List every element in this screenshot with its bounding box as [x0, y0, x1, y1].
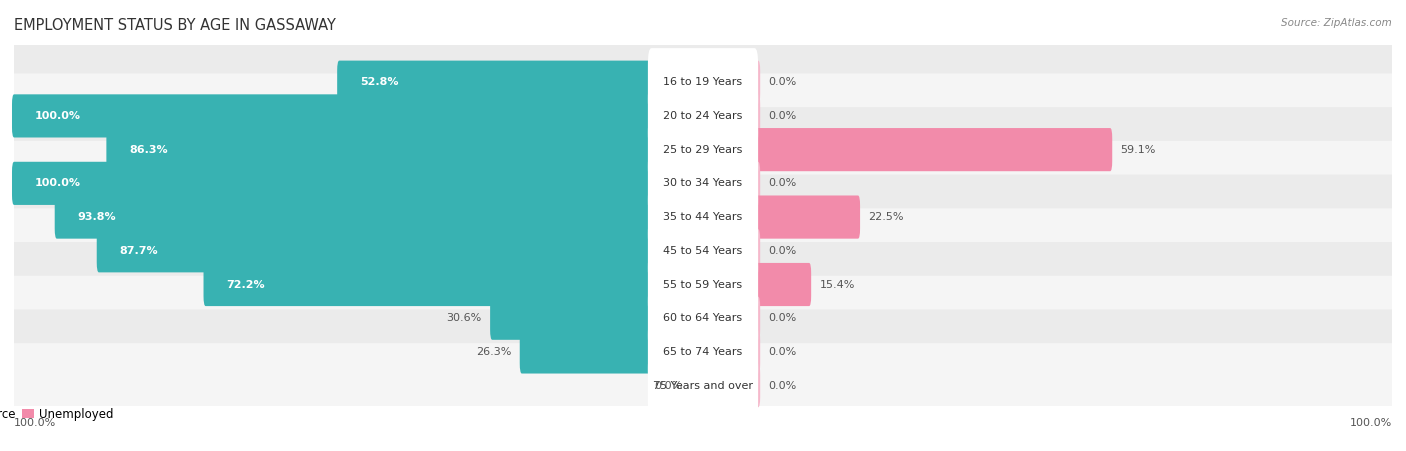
Text: EMPLOYMENT STATUS BY AGE IN GASSAWAY: EMPLOYMENT STATUS BY AGE IN GASSAWAY [14, 18, 336, 33]
FancyBboxPatch shape [648, 183, 758, 251]
Text: 25 to 29 Years: 25 to 29 Years [664, 145, 742, 155]
Text: 100.0%: 100.0% [35, 178, 80, 189]
Text: 0.0%: 0.0% [769, 313, 797, 323]
FancyBboxPatch shape [8, 107, 1398, 192]
FancyBboxPatch shape [8, 141, 1398, 226]
FancyBboxPatch shape [13, 162, 704, 205]
FancyBboxPatch shape [8, 242, 1398, 327]
Text: 15.4%: 15.4% [820, 280, 855, 290]
FancyBboxPatch shape [8, 175, 1398, 260]
FancyBboxPatch shape [702, 195, 860, 239]
FancyBboxPatch shape [702, 128, 1112, 171]
Text: 86.3%: 86.3% [129, 145, 167, 155]
FancyBboxPatch shape [13, 94, 704, 138]
Text: 59.1%: 59.1% [1121, 145, 1156, 155]
Text: 87.7%: 87.7% [120, 246, 157, 256]
FancyBboxPatch shape [648, 82, 758, 150]
Text: 100.0%: 100.0% [35, 111, 80, 121]
Text: 100.0%: 100.0% [1350, 418, 1392, 428]
FancyBboxPatch shape [648, 48, 758, 116]
Text: 55 to 59 Years: 55 to 59 Years [664, 280, 742, 290]
Text: 93.8%: 93.8% [77, 212, 117, 222]
Text: 30.6%: 30.6% [447, 313, 482, 323]
Text: Source: ZipAtlas.com: Source: ZipAtlas.com [1281, 18, 1392, 28]
FancyBboxPatch shape [702, 297, 761, 340]
FancyBboxPatch shape [55, 195, 704, 239]
Text: 100.0%: 100.0% [14, 418, 56, 428]
Text: 35 to 44 Years: 35 to 44 Years [664, 212, 742, 222]
FancyBboxPatch shape [702, 162, 761, 205]
FancyBboxPatch shape [204, 263, 704, 306]
FancyBboxPatch shape [648, 352, 758, 420]
Text: 30 to 34 Years: 30 to 34 Years [664, 178, 742, 189]
FancyBboxPatch shape [8, 309, 1398, 395]
FancyBboxPatch shape [702, 94, 761, 138]
Text: 16 to 19 Years: 16 to 19 Years [664, 77, 742, 87]
FancyBboxPatch shape [702, 263, 811, 306]
Text: 0.0%: 0.0% [654, 381, 682, 391]
FancyBboxPatch shape [491, 297, 704, 340]
Text: 0.0%: 0.0% [769, 246, 797, 256]
Text: 0.0%: 0.0% [769, 178, 797, 189]
FancyBboxPatch shape [8, 276, 1398, 361]
Text: 60 to 64 Years: 60 to 64 Years [664, 313, 742, 323]
FancyBboxPatch shape [648, 284, 758, 352]
FancyBboxPatch shape [8, 208, 1398, 293]
FancyBboxPatch shape [702, 60, 761, 104]
FancyBboxPatch shape [107, 128, 704, 171]
FancyBboxPatch shape [337, 60, 704, 104]
FancyBboxPatch shape [702, 331, 761, 373]
Text: 22.5%: 22.5% [869, 212, 904, 222]
Text: 0.0%: 0.0% [769, 347, 797, 357]
FancyBboxPatch shape [648, 217, 758, 285]
FancyBboxPatch shape [648, 149, 758, 217]
Text: 75 Years and over: 75 Years and over [652, 381, 754, 391]
FancyBboxPatch shape [520, 331, 704, 373]
FancyBboxPatch shape [8, 40, 1398, 124]
Text: 52.8%: 52.8% [360, 77, 398, 87]
Text: 0.0%: 0.0% [769, 381, 797, 391]
Text: 26.3%: 26.3% [477, 347, 512, 357]
FancyBboxPatch shape [97, 229, 704, 272]
FancyBboxPatch shape [702, 364, 761, 407]
Legend: In Labor Force, Unemployed: In Labor Force, Unemployed [0, 403, 118, 425]
FancyBboxPatch shape [648, 318, 758, 386]
Text: 72.2%: 72.2% [226, 280, 264, 290]
Text: 0.0%: 0.0% [769, 77, 797, 87]
Text: 45 to 54 Years: 45 to 54 Years [664, 246, 742, 256]
FancyBboxPatch shape [648, 115, 758, 184]
FancyBboxPatch shape [702, 229, 761, 272]
Text: 20 to 24 Years: 20 to 24 Years [664, 111, 742, 121]
FancyBboxPatch shape [648, 250, 758, 318]
Text: 65 to 74 Years: 65 to 74 Years [664, 347, 742, 357]
Text: 0.0%: 0.0% [769, 111, 797, 121]
FancyBboxPatch shape [8, 74, 1398, 158]
FancyBboxPatch shape [8, 343, 1398, 428]
